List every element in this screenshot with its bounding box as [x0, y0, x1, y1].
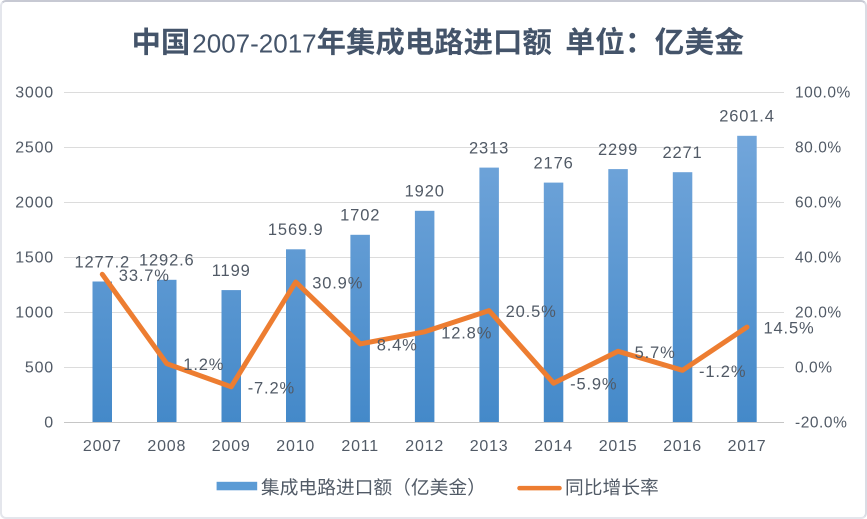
svg-text:2013: 2013 [470, 438, 509, 455]
svg-text:0: 0 [44, 414, 54, 431]
svg-text:2007: 2007 [83, 438, 122, 455]
svg-text:2012: 2012 [405, 438, 444, 455]
svg-text:2008: 2008 [147, 438, 186, 455]
svg-text:2009: 2009 [212, 438, 251, 455]
svg-text:0.0%: 0.0% [795, 359, 833, 376]
svg-text:40.0%: 40.0% [795, 249, 842, 266]
svg-text:2010: 2010 [276, 438, 315, 455]
svg-text:60.0%: 60.0% [795, 194, 842, 211]
svg-text:3000: 3000 [15, 84, 54, 101]
svg-text:1.2%: 1.2% [183, 356, 224, 374]
svg-text:1292.6: 1292.6 [139, 252, 195, 270]
svg-text:100.0%: 100.0% [795, 84, 851, 101]
svg-text:5.7%: 5.7% [635, 344, 676, 362]
svg-text:80.0%: 80.0% [795, 139, 842, 156]
svg-text:20.0%: 20.0% [795, 304, 842, 321]
svg-text:2176: 2176 [534, 155, 574, 173]
svg-text:-20.0%: -20.0% [795, 414, 847, 431]
svg-text:1500: 1500 [15, 249, 54, 266]
svg-text:2017: 2017 [728, 438, 767, 455]
svg-text:-5.9%: -5.9% [570, 376, 617, 394]
svg-text:1569.9: 1569.9 [268, 221, 324, 239]
svg-text:2500: 2500 [15, 139, 54, 156]
svg-text:14.5%: 14.5% [764, 320, 815, 338]
svg-text:12.8%: 12.8% [441, 324, 492, 342]
svg-text:1199: 1199 [212, 262, 251, 280]
svg-text:8.4%: 8.4% [377, 336, 418, 354]
svg-text:2271: 2271 [662, 144, 702, 162]
svg-text:2015: 2015 [599, 438, 638, 455]
svg-text:2601.4: 2601.4 [719, 108, 775, 126]
svg-text:2313: 2313 [469, 140, 509, 158]
svg-text:-1.2%: -1.2% [699, 363, 746, 381]
svg-text:2014: 2014 [534, 438, 573, 455]
svg-text:2299: 2299 [598, 141, 638, 159]
svg-text:30.9%: 30.9% [312, 275, 363, 293]
svg-text:20.5%: 20.5% [506, 303, 557, 321]
svg-text:1277.2: 1277.2 [75, 253, 131, 271]
svg-text:2011: 2011 [341, 438, 379, 455]
svg-text:2016: 2016 [663, 438, 702, 455]
svg-text:2007-2017: 2007-2017 [192, 29, 316, 59]
svg-text:2000: 2000 [15, 194, 54, 211]
svg-text:1000: 1000 [15, 304, 54, 321]
svg-text:1920: 1920 [405, 183, 445, 201]
svg-text:-7.2%: -7.2% [248, 379, 295, 397]
svg-text:500: 500 [25, 359, 54, 376]
svg-text:33.7%: 33.7% [119, 267, 170, 285]
svg-text:1702: 1702 [340, 207, 380, 225]
